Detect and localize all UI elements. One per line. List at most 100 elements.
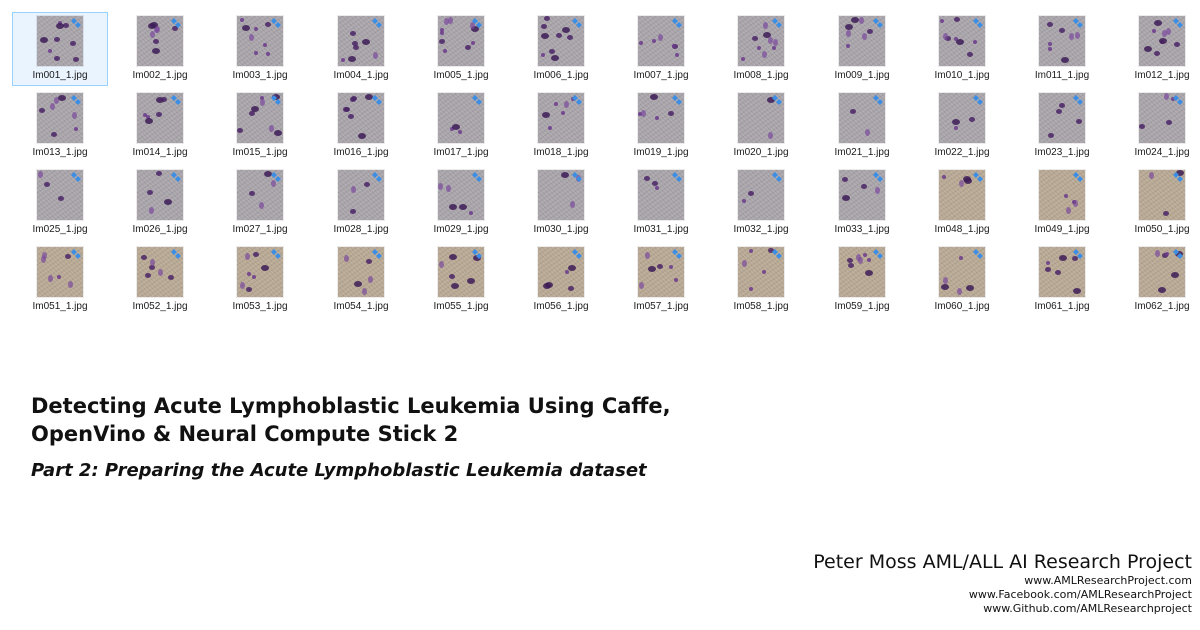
file-item[interactable]: Im012_1.jpg: [1114, 12, 1200, 86]
file-item[interactable]: Im050_1.jpg: [1114, 166, 1200, 240]
cell-blob: [1048, 47, 1052, 51]
file-item[interactable]: Im002_1.jpg: [112, 12, 208, 86]
file-item[interactable]: Im033_1.jpg: [814, 166, 910, 240]
cell-blob: [568, 286, 574, 291]
cell-blob: [438, 183, 443, 190]
image-thumbnail: [1039, 93, 1085, 143]
cell-blob: [1073, 200, 1078, 207]
cell-blob: [545, 282, 553, 288]
file-item[interactable]: Im055_1.jpg: [413, 243, 509, 317]
file-item[interactable]: Im024_1.jpg: [1114, 89, 1200, 163]
cell-blob: [348, 56, 356, 62]
file-item[interactable]: Im053_1.jpg: [212, 243, 308, 317]
cell-blob: [675, 53, 679, 57]
file-item[interactable]: Im030_1.jpg: [513, 166, 609, 240]
cell-blob: [72, 112, 77, 119]
file-item[interactable]: Im010_1.jpg: [914, 12, 1010, 86]
cell-blob: [1064, 194, 1068, 198]
file-item[interactable]: Im018_1.jpg: [513, 89, 609, 163]
facebook-link[interactable]: www.Facebook.com/AMLResearchProject: [968, 588, 1192, 601]
file-item[interactable]: Im022_1.jpg: [914, 89, 1010, 163]
image-thumbnail: [237, 170, 283, 220]
cell-blob: [156, 171, 162, 176]
file-item[interactable]: Im051_1.jpg: [12, 243, 108, 317]
file-item[interactable]: Im015_1.jpg: [212, 89, 308, 163]
image-thumbnail: [137, 247, 183, 297]
cell-blob: [768, 37, 773, 44]
file-item[interactable]: Im006_1.jpg: [513, 12, 609, 86]
github-link[interactable]: www.Github.com/AMLResearchproject: [983, 602, 1192, 615]
file-item[interactable]: Im029_1.jpg: [413, 166, 509, 240]
cell-blob: [954, 126, 958, 130]
sync-badge-icon: [372, 249, 382, 259]
file-item[interactable]: Im016_1.jpg: [313, 89, 409, 163]
cell-blob: [644, 176, 650, 181]
cell-blob: [351, 186, 356, 193]
file-item[interactable]: Im014_1.jpg: [112, 89, 208, 163]
file-item[interactable]: Im017_1.jpg: [413, 89, 509, 163]
file-item[interactable]: Im004_1.jpg: [313, 12, 409, 86]
title-line-1: Detecting Acute Lymphoblastic Leukemia U…: [31, 394, 671, 418]
cell-blob: [452, 124, 460, 130]
cell-blob: [341, 58, 345, 62]
sync-badge-icon: [873, 172, 883, 182]
file-item[interactable]: Im062_1.jpg: [1114, 243, 1200, 317]
file-item[interactable]: Im031_1.jpg: [613, 166, 709, 240]
file-name-label: Im032_1.jpg: [733, 224, 789, 235]
file-item[interactable]: Im013_1.jpg: [12, 89, 108, 163]
file-item[interactable]: Im003_1.jpg: [212, 12, 308, 86]
file-item[interactable]: Im054_1.jpg: [313, 243, 409, 317]
cell-blob: [150, 259, 155, 266]
sync-badge-icon: [572, 18, 582, 28]
cell-blob: [58, 196, 64, 201]
cell-blob: [867, 29, 873, 34]
sync-badge-icon: [572, 249, 582, 259]
file-item[interactable]: Im026_1.jpg: [112, 166, 208, 240]
file-item[interactable]: Im027_1.jpg: [212, 166, 308, 240]
image-thumbnail: [1039, 170, 1085, 220]
file-item[interactable]: Im021_1.jpg: [814, 89, 910, 163]
cell-blob: [564, 101, 569, 108]
cell-blob: [470, 22, 475, 29]
file-item[interactable]: Im005_1.jpg: [413, 12, 509, 86]
cell-blob: [471, 26, 479, 32]
cell-blob: [856, 254, 861, 261]
cell-blob: [1163, 211, 1169, 216]
cell-blob: [150, 22, 158, 28]
cell-blob: [57, 275, 61, 279]
file-name-label: Im057_1.jpg: [633, 301, 689, 312]
file-item[interactable]: Im060_1.jpg: [914, 243, 1010, 317]
file-item[interactable]: Im048_1.jpg: [914, 166, 1010, 240]
file-name-label: Im011_1.jpg: [1034, 70, 1090, 81]
file-item[interactable]: Im008_1.jpg: [713, 12, 809, 86]
sync-badge-icon: [772, 18, 782, 28]
file-item[interactable]: Im052_1.jpg: [112, 243, 208, 317]
file-item[interactable]: Im057_1.jpg: [613, 243, 709, 317]
file-item[interactable]: Im009_1.jpg: [814, 12, 910, 86]
file-item[interactable]: Im056_1.jpg: [513, 243, 609, 317]
file-item[interactable]: Im020_1.jpg: [713, 89, 809, 163]
image-thumbnail: [438, 93, 484, 143]
website-link[interactable]: www.AMLResearchProject.com: [1024, 574, 1192, 587]
file-item[interactable]: Im028_1.jpg: [313, 166, 409, 240]
file-name-label: Im055_1.jpg: [433, 301, 489, 312]
image-thumbnail: [438, 247, 484, 297]
file-item[interactable]: Im023_1.jpg: [1014, 89, 1110, 163]
cell-blob: [264, 171, 272, 177]
file-item[interactable]: Im032_1.jpg: [713, 166, 809, 240]
file-item[interactable]: Im025_1.jpg: [12, 166, 108, 240]
file-item[interactable]: Im049_1.jpg: [1014, 166, 1110, 240]
file-item[interactable]: Im019_1.jpg: [613, 89, 709, 163]
sync-badge-icon: [973, 95, 983, 105]
image-thumbnail: [338, 247, 384, 297]
file-item[interactable]: Im061_1.jpg: [1014, 243, 1110, 317]
file-item[interactable]: Im058_1.jpg: [713, 243, 809, 317]
file-item[interactable]: Im001_1.jpg: [12, 12, 108, 86]
cell-blob: [1164, 93, 1169, 100]
file-item[interactable]: Im059_1.jpg: [814, 243, 910, 317]
sync-badge-icon: [672, 172, 682, 182]
file-item[interactable]: Im011_1.jpg: [1014, 12, 1110, 86]
image-thumbnail: [1139, 247, 1185, 297]
file-item[interactable]: Im007_1.jpg: [613, 12, 709, 86]
file-name-label: Im015_1.jpg: [232, 147, 288, 158]
